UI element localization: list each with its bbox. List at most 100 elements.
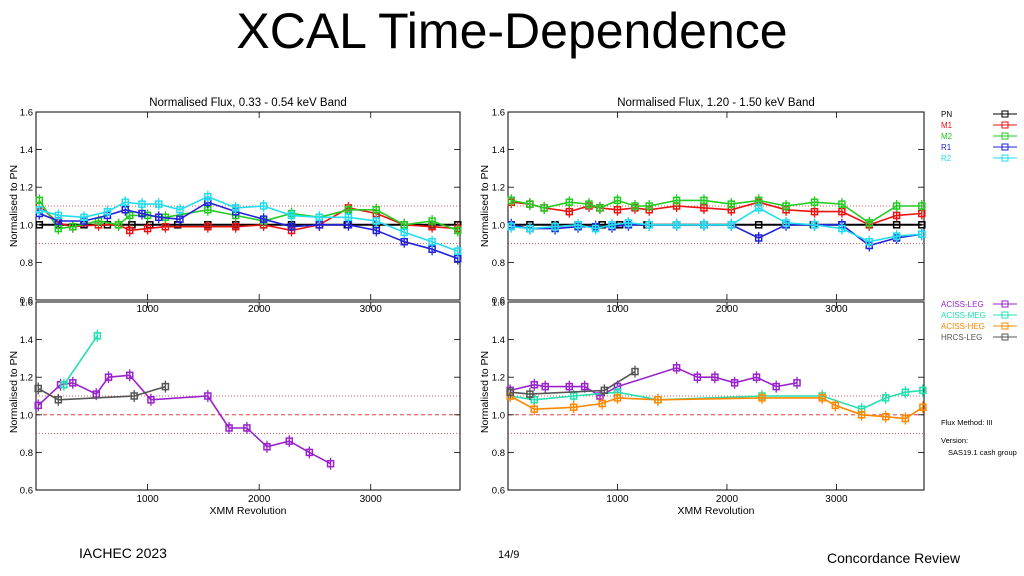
y-tick-label: 1.4 bbox=[20, 335, 33, 346]
data-point-m1 bbox=[613, 206, 622, 214]
footer-section: Concordance Review bbox=[827, 550, 961, 566]
data-point-m2 bbox=[372, 206, 381, 214]
x-tick-label: 2000 bbox=[716, 304, 739, 315]
data-point-aciss-leg bbox=[225, 424, 233, 432]
chart-panel-2: 0.6 0.8 1.0 1.2 1.4 1.6 1000 2000 3000 Normalised… bbox=[492, 97, 926, 315]
y-tick-label: 1.0 bbox=[20, 220, 33, 231]
chart-title: Normalised Flux, 1.20 - 1.50 keV Band bbox=[617, 97, 815, 109]
series-line-r1 bbox=[511, 224, 922, 247]
data-point-aciss-leg bbox=[541, 382, 549, 391]
data-point-r2 bbox=[54, 211, 63, 220]
data-point-r2 bbox=[103, 207, 112, 216]
legend-label-pn: PN bbox=[941, 110, 952, 119]
version-label: Version: bbox=[941, 436, 968, 445]
legend-label-m2: M2 bbox=[941, 132, 953, 141]
y-tick-label: 1.4 bbox=[492, 145, 505, 156]
data-point-r2 bbox=[176, 206, 184, 214]
y-axis-label: Normalised to PN bbox=[8, 165, 20, 247]
data-point-aciss-meg bbox=[60, 380, 68, 389]
data-point-r2 bbox=[782, 219, 790, 227]
data-point-r2 bbox=[154, 200, 163, 208]
series-r2 bbox=[35, 190, 462, 258]
data-point-aciss-meg bbox=[881, 394, 890, 402]
data-point-r2 bbox=[551, 222, 559, 231]
data-point-r2 bbox=[645, 221, 653, 229]
data-point-m2 bbox=[114, 221, 123, 229]
data-point-r2 bbox=[372, 217, 381, 225]
data-point-m2 bbox=[645, 202, 653, 210]
data-point-aciss-heg bbox=[598, 399, 606, 408]
data-point-m2 bbox=[125, 211, 134, 220]
data-point-r2 bbox=[231, 204, 240, 212]
data-point-r1 bbox=[154, 213, 163, 222]
data-point-aciss-leg bbox=[263, 443, 271, 451]
data-point-r2 bbox=[624, 219, 633, 227]
x-axis-label: XMM Revolution bbox=[209, 505, 286, 517]
data-point-r2 bbox=[591, 224, 600, 233]
series-line-r2 bbox=[511, 206, 922, 243]
data-point-aciss-leg bbox=[752, 373, 761, 381]
data-point-aciss-heg bbox=[613, 394, 622, 402]
y-tick-label: 1.6 bbox=[492, 108, 505, 119]
y-tick-label: 0.6 bbox=[20, 486, 33, 497]
data-point-r2 bbox=[259, 202, 268, 210]
data-point-m2 bbox=[700, 196, 708, 205]
data-point-aciss-meg bbox=[901, 388, 910, 396]
data-point-hrcs-leg bbox=[34, 384, 42, 393]
data-point-m2 bbox=[507, 196, 516, 205]
y-tick-label: 1.6 bbox=[492, 298, 505, 309]
legend-marker-hrcs-leg bbox=[1001, 333, 1009, 341]
series-line-r2 bbox=[39, 195, 459, 252]
data-point-m2 bbox=[454, 226, 462, 235]
data-point-aciss-leg bbox=[711, 373, 719, 381]
data-point-r2 bbox=[35, 206, 44, 214]
version-value: SAS19.1 cash group bbox=[948, 448, 1017, 457]
data-point-aciss-heg bbox=[901, 414, 910, 423]
data-point-aciss-leg bbox=[285, 437, 294, 445]
data-point-m1 bbox=[810, 207, 819, 216]
series-r2 bbox=[507, 201, 926, 248]
y-tick-label: 0.6 bbox=[492, 296, 505, 307]
data-point-m2 bbox=[565, 198, 574, 206]
data-point-m2 bbox=[727, 200, 736, 208]
data-point-aciss-heg bbox=[654, 396, 662, 404]
data-point-r1 bbox=[259, 215, 268, 223]
x-tick-label: 3000 bbox=[360, 304, 383, 315]
data-point-r2 bbox=[838, 224, 846, 233]
series-hrcs-leg bbox=[506, 365, 639, 401]
data-point-aciss-leg bbox=[565, 382, 574, 391]
data-point-m1 bbox=[892, 211, 901, 220]
data-point-r2 bbox=[428, 237, 436, 246]
data-point-aciss-heg bbox=[530, 405, 539, 413]
data-point-r1 bbox=[176, 215, 184, 223]
data-point-r2 bbox=[204, 192, 212, 201]
series-r1 bbox=[507, 218, 926, 252]
legend-label-aciss-leg: ACISS-LEG bbox=[941, 300, 984, 309]
legend-label-aciss-meg: ACISS-MEG bbox=[941, 311, 986, 320]
x-tick-label: 3000 bbox=[825, 494, 848, 505]
y-axis-label: Normalised to PN bbox=[479, 165, 491, 247]
series-hrcs-leg bbox=[34, 380, 170, 406]
data-point-hrcs-leg bbox=[54, 396, 63, 404]
data-point-r2 bbox=[574, 221, 582, 229]
data-point-aciss-meg bbox=[919, 386, 927, 395]
data-point-r2 bbox=[672, 221, 681, 229]
data-point-aciss-leg bbox=[125, 371, 134, 380]
legend-marker-m1 bbox=[1001, 121, 1009, 129]
y-tick-label: 1.2 bbox=[492, 373, 505, 384]
legend-marker-m2 bbox=[1001, 132, 1009, 140]
data-point-aciss-meg bbox=[530, 396, 539, 404]
data-point-r2 bbox=[918, 230, 926, 238]
data-point-aciss-leg bbox=[693, 373, 702, 381]
x-tick-label: 2000 bbox=[248, 304, 271, 315]
series-m2 bbox=[507, 194, 926, 229]
x-tick-label: 3000 bbox=[360, 494, 383, 505]
data-point-aciss-leg bbox=[305, 448, 314, 457]
legend-marker-pn bbox=[1001, 110, 1009, 118]
y-tick-label: 1.0 bbox=[20, 410, 33, 421]
data-point-m1 bbox=[565, 207, 574, 216]
y-axis-label: Normalised to PN bbox=[8, 351, 20, 433]
data-point-aciss-leg bbox=[104, 373, 113, 381]
y-axis-label: Normalised to PN bbox=[479, 351, 491, 433]
series-line-aciss-leg bbox=[37, 374, 331, 465]
